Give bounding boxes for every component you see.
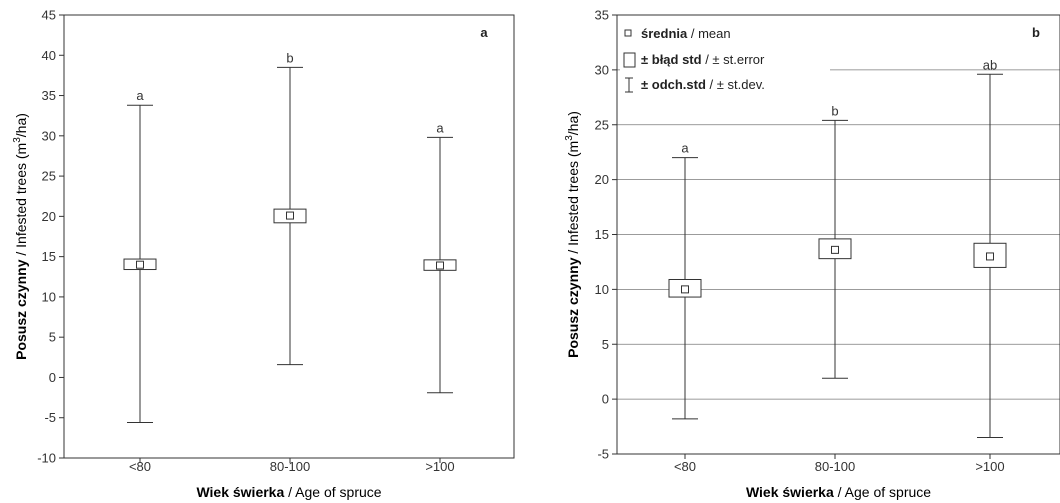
legend: średnia / mean ± błąd std / ± st.error ± o… [620,18,830,98]
x-tick-label: <80 [129,459,151,474]
y-tick-label: 25 [42,169,56,184]
box-group-80-100: b [818,103,852,379]
group-letter: a [136,88,144,103]
box-group-<80: a [123,88,157,424]
mean-marker [986,252,994,261]
box-group->100: a [423,120,457,394]
panel-letter: a [480,25,488,40]
y-tick-label: 10 [42,289,56,304]
x-tick-label: 80-100 [815,459,855,474]
group-letter: b [286,50,293,65]
y-tick-label: 15 [595,227,609,242]
y-tick-label: 35 [595,8,609,23]
legend-label: ± odch.std / ± st.dev. [641,77,765,92]
group-letter: a [681,141,689,156]
group-letter: b [831,103,838,118]
y-tick-label: 0 [602,392,609,407]
y-tick-label: 40 [42,48,56,63]
mean-marker [136,260,144,269]
legend-background [620,18,830,98]
y-tick-label: 10 [595,282,609,297]
y-axis-label: Posusz czynny / Infested trees (m3/ha) [12,113,29,360]
plot-frame [63,14,515,459]
y-tick-label: 35 [42,88,56,103]
y-tick-label: -5 [597,447,609,462]
y-tick-label: -10 [37,451,56,466]
box-group-<80: a [668,141,702,420]
x-tick-label: >100 [975,459,1004,474]
box-group-80-100: b [273,50,307,366]
mean-marker [286,211,294,220]
x-tick-label: >100 [425,459,454,474]
legend-mean-symbol [624,29,632,37]
x-tick-label: <80 [674,459,696,474]
y-tick-label: 30 [42,128,56,143]
legend-label: średnia / mean [641,26,731,41]
y-tick-label: 20 [595,172,609,187]
y-tick-label: 5 [602,337,609,352]
panel-letter: b [1032,25,1040,40]
y-tick-label: 20 [42,209,56,224]
chart-panel-a: -10 -5 0 5 10 15 20 25 30 35 40 45 <80 80-100 >100 a b a a… [12,8,515,500]
mean-marker [681,285,689,294]
mean-marker [436,261,444,270]
legend-label: ± błąd std / ± st.error [641,52,765,67]
x-axis-label: Wiek świerka / Age of spruce [196,484,381,500]
y-tick-label: 25 [595,117,609,132]
box-group->100: ab [973,57,1007,439]
x-axis-label: Wiek świerka / Age of spruce [746,484,931,500]
y-tick-label: 45 [42,8,56,23]
y-tick-label: -5 [44,410,56,425]
y-tick-label: 5 [49,330,56,345]
group-letter: ab [983,57,997,72]
y-tick-label: 15 [42,249,56,264]
y-tick-label: 0 [49,370,56,385]
x-tick-label: 80-100 [270,459,310,474]
group-letter: a [436,120,444,135]
mean-marker [831,245,839,254]
y-axis-label: Posusz czynny / Infested trees (m3/ha) [564,111,581,358]
legend-se-symbol [623,52,636,68]
y-tick-label: 30 [595,62,609,77]
